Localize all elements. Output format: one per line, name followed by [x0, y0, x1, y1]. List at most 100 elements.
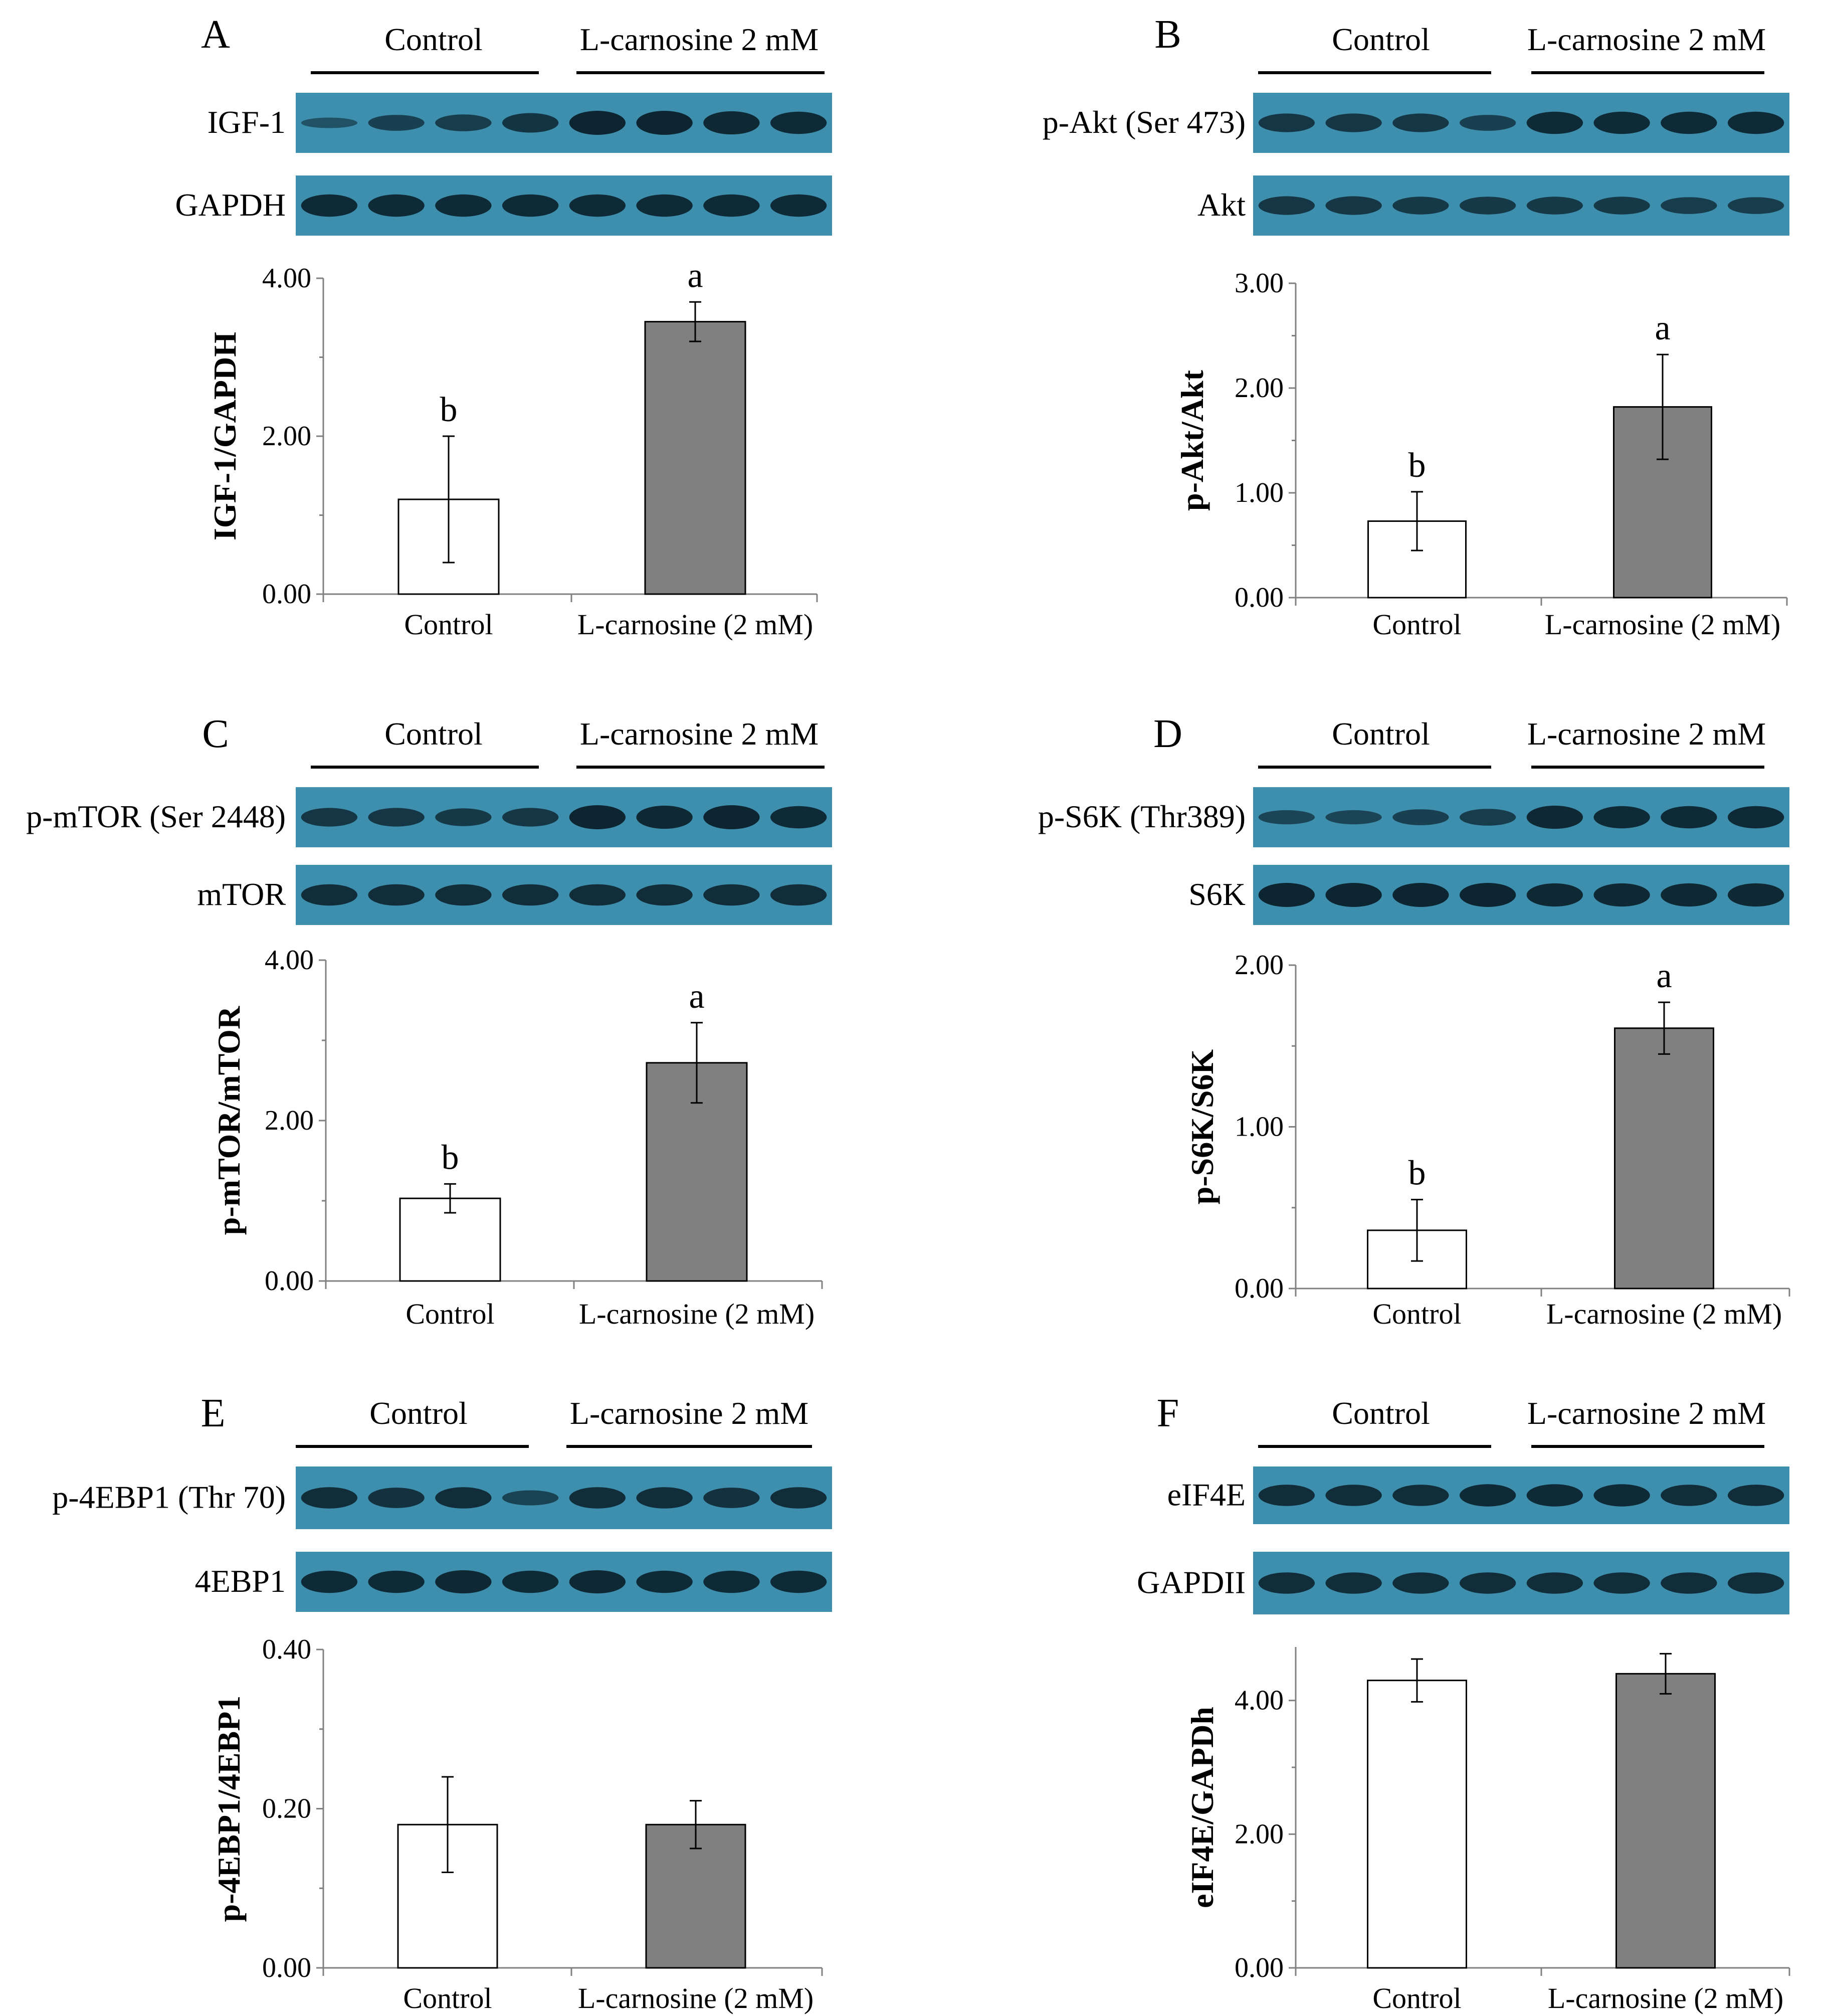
- blot-band: [1325, 1572, 1382, 1594]
- y-tick-label: 2.00: [1235, 1818, 1284, 1850]
- y-axis-title: p-4EBP1/4EBP1: [211, 1696, 247, 1922]
- y-tick-label: 0.20: [262, 1793, 311, 1824]
- category-label: L-carnosine (2 mM): [577, 608, 813, 641]
- blot-band: [1325, 196, 1382, 215]
- group-label-control: Control: [369, 1395, 468, 1431]
- blot-band: [636, 1570, 693, 1593]
- blot-band: [1258, 810, 1315, 825]
- group-label-treatment: L-carnosine 2 mM: [570, 1395, 808, 1431]
- blot-band: [1593, 1572, 1650, 1594]
- panel-e: E Control L-carnosine 2 mM p-4EBP1 (Thr 70)…: [52, 1391, 832, 2014]
- y-axis-title: eIF4E/GAPDh: [1184, 1707, 1220, 1908]
- blot-band: [1459, 809, 1516, 826]
- y-tick-label: 2.00: [265, 1105, 314, 1136]
- blot-band: [1593, 111, 1650, 134]
- blot-strip: p-4EBP1 (Thr 70): [52, 1467, 832, 1529]
- y-tick-label: 4.00: [265, 945, 314, 976]
- blot-band: [770, 884, 827, 906]
- y-tick-label: 0.00: [1235, 1952, 1284, 1983]
- category-label: L-carnosine (2 mM): [1546, 1298, 1782, 1330]
- blot-band: [1526, 1572, 1583, 1594]
- blot-band: [1459, 1572, 1516, 1594]
- blot-band: [1661, 197, 1717, 214]
- bar-treatment: [1615, 1673, 1716, 1969]
- blot-label: eIF4E: [1167, 1477, 1246, 1513]
- blot-band: [1258, 1485, 1315, 1506]
- blot-strip: IGF-1: [208, 93, 832, 153]
- blot-band: [1526, 1484, 1583, 1507]
- blot-band: [368, 1488, 425, 1508]
- panel-a: A Control L-carnosine 2 mM IGF-1 GAPDH 0.00 2.…: [175, 13, 832, 641]
- y-axis-title: p-S6K/S6K: [1184, 1049, 1220, 1205]
- y-tick-label: 4.00: [262, 263, 311, 294]
- panel-c: C Control L-carnosine 2 mM p-mTOR (Ser 2448…: [26, 712, 832, 1330]
- y-tick-label: 0.00: [265, 1265, 314, 1297]
- y-axis-title: p-mTOR/mTOR: [211, 1006, 247, 1235]
- blot-band: [569, 1487, 626, 1509]
- y-tick-label: 0.00: [1235, 1273, 1284, 1304]
- category-label: Control: [1372, 1982, 1461, 2014]
- blot-band: [1392, 809, 1449, 825]
- y-axis-title: IGF-1/GAPDH: [207, 332, 243, 540]
- blot-band: [368, 884, 425, 906]
- bar-control: [1367, 1680, 1467, 1969]
- blot-band: [636, 194, 693, 217]
- blot-strip: p-mTOR (Ser 2448): [26, 787, 832, 847]
- y-tick-label: 0.00: [1235, 582, 1284, 613]
- blot-strip: p-Akt (Ser 473): [1043, 93, 1789, 153]
- panel-f: F Control L-carnosine 2 mM eIF4E GAPDII 0.00 2…: [1137, 1391, 1790, 2014]
- blot-label: 4EBP1: [195, 1563, 286, 1599]
- blot-band: [435, 884, 492, 906]
- blot-band: [636, 884, 693, 906]
- y-tick-label: 1.00: [1235, 477, 1284, 508]
- y-tick-label: 0.40: [262, 1634, 311, 1665]
- blot-band: [1727, 111, 1784, 134]
- y-tick-label: 0.00: [262, 1952, 311, 1983]
- blot-band: [368, 1570, 425, 1593]
- blot-band: [703, 1488, 760, 1508]
- blot-band: [1661, 883, 1717, 907]
- bar-treatment: [644, 321, 746, 595]
- blot-band: [502, 113, 559, 133]
- blot-band: [1258, 1572, 1315, 1594]
- blot-band: [1526, 805, 1583, 829]
- blot-band: [435, 808, 492, 826]
- panel-d: D Control L-carnosine 2 mM p-S6K (Thr389) S6…: [1038, 712, 1790, 1330]
- category-label: L-carnosine (2 mM): [579, 1298, 815, 1330]
- significance-letter: b: [440, 391, 458, 429]
- blot-band: [1727, 883, 1784, 907]
- significance-letter: a: [1655, 309, 1670, 347]
- blot-band: [1727, 806, 1784, 829]
- blot-band: [368, 194, 425, 217]
- blot-band: [502, 1490, 559, 1506]
- group-label-control: Control: [384, 22, 483, 57]
- blot-band: [435, 1570, 492, 1594]
- blot-band: [1593, 1484, 1650, 1507]
- blot-band: [1593, 806, 1650, 829]
- blot-band: [703, 884, 760, 906]
- group-label-treatment: L-carnosine 2 mM: [1527, 1395, 1766, 1431]
- blot-label: p-4EBP1 (Thr 70): [52, 1480, 286, 1515]
- category-label: Control: [403, 1982, 492, 2014]
- blot-band: [1727, 1485, 1784, 1506]
- blot-band: [301, 1570, 358, 1593]
- bar-chart: 0.00 0.20 0.40 Control L-carnosine (2 mM) p-4…: [211, 1634, 823, 2014]
- blot-band: [1392, 883, 1449, 907]
- panel-letter: E: [201, 1391, 226, 1435]
- blot-band: [770, 111, 827, 134]
- group-label-treatment: L-carnosine 2 mM: [580, 22, 819, 57]
- blot-band: [1727, 1572, 1784, 1594]
- blot-band: [502, 194, 559, 217]
- blot-band: [1526, 197, 1583, 215]
- blot-strip: Akt: [1197, 175, 1789, 236]
- y-tick-label: 2.00: [262, 421, 311, 452]
- bar-treatment: [1614, 1027, 1714, 1290]
- significance-letter: b: [442, 1138, 459, 1177]
- group-label-treatment: L-carnosine 2 mM: [580, 716, 819, 752]
- category-label: L-carnosine (2 mM): [578, 1982, 814, 2014]
- category-label: Control: [1372, 1298, 1461, 1330]
- blot-band: [569, 884, 626, 906]
- blot-band: [636, 805, 693, 829]
- significance-letter: b: [1408, 446, 1426, 485]
